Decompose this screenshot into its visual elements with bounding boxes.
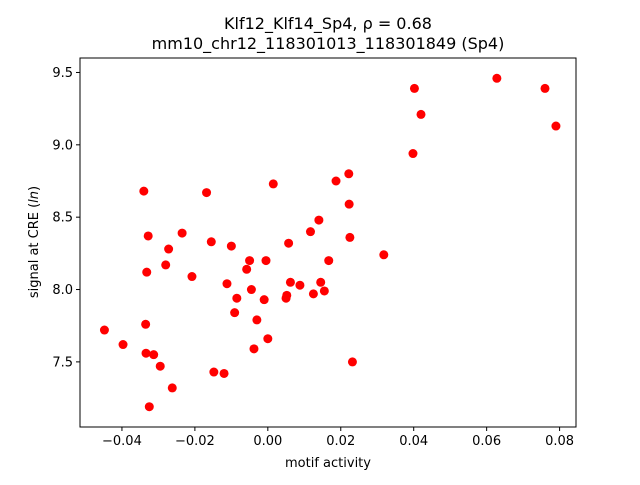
data-point — [344, 199, 354, 209]
data-point — [155, 361, 165, 371]
x-tick-label: −0.02 — [175, 434, 215, 449]
data-point — [252, 315, 262, 325]
y-axis-label: signal at CRE (ln) — [27, 186, 42, 298]
data-point — [141, 319, 151, 329]
data-point — [316, 277, 326, 287]
data-point — [314, 215, 324, 225]
x-tick-label: 0.06 — [472, 434, 501, 449]
data-point — [347, 357, 357, 367]
data-point — [345, 232, 355, 242]
data-point — [305, 227, 315, 237]
data-point — [284, 238, 294, 248]
data-point — [167, 383, 177, 393]
data-point — [230, 308, 240, 318]
y-axis-ticks: 7.5 8.0 8.5 9.0 9.5 — [52, 66, 80, 370]
data-point — [331, 176, 341, 186]
data-point — [308, 289, 318, 299]
data-point — [285, 277, 295, 287]
data-point — [379, 250, 389, 260]
data-point — [409, 83, 419, 93]
data-point — [246, 285, 256, 295]
y-axis-label-italic: ln — [27, 191, 42, 203]
data-point — [177, 228, 187, 238]
data-point — [242, 264, 252, 274]
data-point — [249, 344, 259, 354]
data-point — [263, 334, 273, 344]
data-point — [143, 231, 153, 241]
data-point — [219, 368, 229, 378]
data-point — [245, 256, 255, 266]
data-point — [209, 367, 219, 377]
y-axis-label-suffix: ) — [27, 186, 42, 191]
y-tick-label: 9.0 — [52, 138, 73, 153]
data-point — [261, 256, 271, 266]
data-point — [268, 179, 278, 189]
data-point — [161, 260, 171, 270]
data-point — [416, 109, 426, 119]
y-tick-label: 9.5 — [52, 66, 73, 81]
y-tick-label: 8.0 — [52, 283, 73, 298]
data-point — [206, 237, 216, 247]
data-point — [202, 188, 212, 198]
data-point — [408, 149, 418, 159]
data-point — [259, 295, 269, 305]
data-point — [282, 290, 292, 300]
y-tick-label: 8.5 — [52, 211, 73, 226]
x-tick-label: −0.04 — [102, 434, 142, 449]
data-point — [144, 402, 154, 412]
data-point — [551, 121, 561, 131]
data-point — [142, 267, 152, 277]
data-point — [324, 256, 334, 266]
x-tick-label: 0.02 — [326, 434, 355, 449]
chart-subtitle: mm10_chr12_118301013_118301849 (Sp4) — [152, 34, 505, 54]
x-axis-label: motif activity — [285, 456, 371, 471]
data-point — [99, 325, 109, 335]
data-point — [222, 279, 232, 289]
data-point — [344, 169, 354, 179]
x-axis-ticks: −0.04 −0.02 0.00 0.02 0.04 0.06 0.08 — [102, 427, 574, 449]
data-point — [118, 340, 128, 350]
data-point — [319, 286, 329, 296]
x-tick-label: 0.00 — [253, 434, 282, 449]
data-point — [226, 241, 236, 251]
y-axis-label-prefix: signal at CRE ( — [27, 203, 42, 298]
plot-area-frame — [79, 57, 577, 428]
data-point — [139, 186, 149, 196]
data-point — [149, 350, 159, 360]
data-point — [164, 244, 174, 254]
y-tick-label: 7.5 — [52, 355, 73, 370]
data-point — [540, 83, 550, 93]
x-tick-label: 0.08 — [545, 434, 574, 449]
data-points — [99, 73, 561, 412]
data-point — [187, 272, 197, 282]
chart-title: Klf12_Klf14_Sp4, ρ = 0.68 — [224, 14, 432, 34]
data-point — [492, 73, 502, 83]
data-point — [141, 348, 151, 358]
data-point — [232, 293, 242, 303]
data-point — [295, 280, 305, 290]
x-tick-label: 0.04 — [399, 434, 428, 449]
